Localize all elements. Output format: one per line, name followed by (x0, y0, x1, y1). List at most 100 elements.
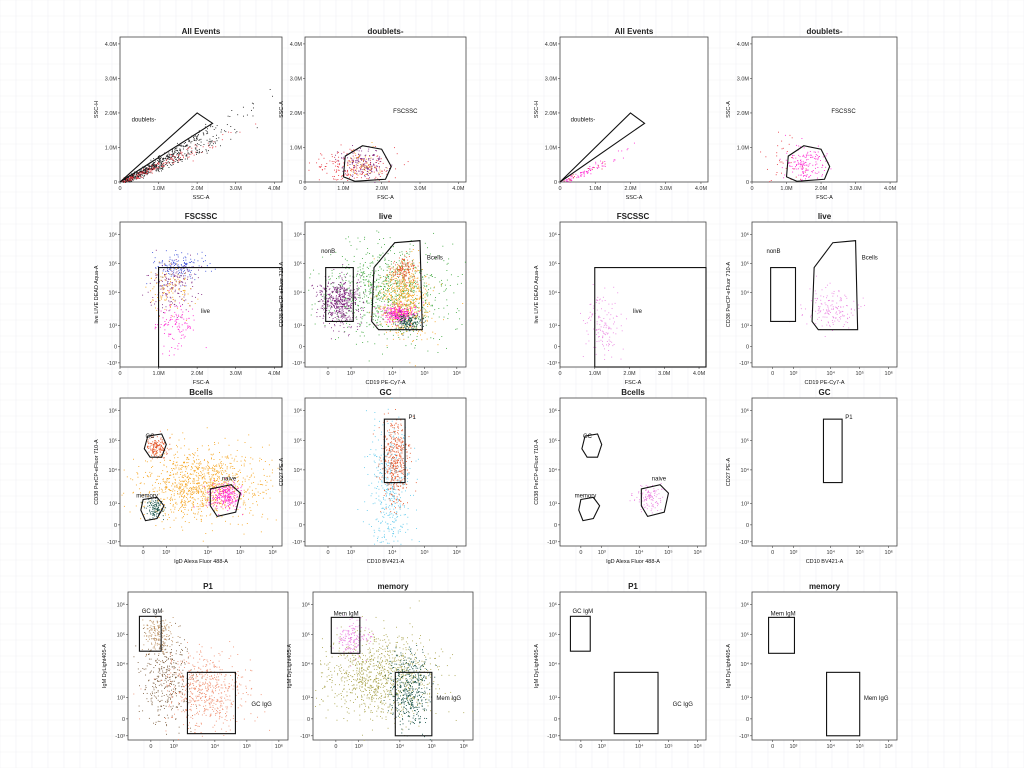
event-dot (318, 273, 320, 275)
event-dot (405, 328, 407, 330)
event-dot (330, 295, 332, 296)
event-dot (405, 321, 407, 322)
event-dot (400, 304, 401, 306)
event-dot (363, 165, 365, 167)
event-dot (370, 283, 372, 285)
event-dot (387, 274, 389, 276)
event-dot (198, 488, 200, 490)
event-dot (398, 313, 400, 315)
event-dot (244, 480, 246, 482)
gate-nonb[interactable] (325, 267, 354, 322)
event-dot (164, 312, 166, 314)
event-dot (395, 317, 396, 319)
event-dot (135, 484, 137, 486)
event-dot (418, 319, 420, 321)
event-dot (356, 172, 358, 174)
event-dot (204, 487, 206, 489)
event-dot (398, 302, 400, 304)
event-dot (401, 310, 403, 312)
event-dot (156, 164, 158, 166)
event-dot (153, 262, 155, 264)
event-dot (373, 164, 375, 166)
event-dot (420, 334, 421, 336)
event-dot (391, 319, 393, 321)
event-dot (150, 172, 152, 174)
event-dot (340, 288, 342, 290)
event-dot (181, 284, 183, 286)
gate-bcells[interactable] (371, 240, 423, 331)
event-dot (356, 248, 358, 250)
event-dot (355, 291, 357, 293)
event-dot (143, 494, 145, 496)
event-dot (407, 309, 409, 311)
event-dot (146, 171, 148, 173)
gate-doublets-[interactable] (119, 112, 214, 183)
event-dot (151, 165, 153, 167)
event-dot (414, 285, 416, 287)
event-dot (442, 245, 444, 247)
event-dot (400, 300, 402, 302)
event-dot (207, 128, 208, 130)
event-dot (190, 492, 192, 494)
event-dot (392, 315, 394, 317)
event-dot (179, 275, 181, 277)
event-dot (183, 337, 185, 339)
event-dot (335, 302, 337, 304)
gate-live[interactable] (158, 267, 283, 368)
event-dot (398, 306, 400, 307)
event-dot (177, 256, 179, 258)
event-dot (404, 260, 405, 262)
event-dot (187, 276, 189, 278)
event-dot (386, 347, 388, 349)
event-dot (376, 230, 378, 232)
event-dot (434, 299, 436, 301)
event-dot (378, 174, 380, 176)
event-dot (351, 310, 353, 312)
event-dot (392, 287, 394, 289)
event-dot (205, 499, 207, 501)
event-dot (316, 316, 318, 318)
event-dot (419, 324, 421, 326)
event-dot (154, 168, 156, 170)
event-dot (210, 124, 212, 126)
event-dot (333, 282, 335, 284)
event-dot (185, 480, 187, 482)
event-dot (411, 284, 413, 286)
event-dot (375, 168, 377, 170)
event-dot (409, 283, 411, 285)
event-dot (144, 169, 146, 171)
event-dot (185, 155, 187, 157)
event-dot (386, 263, 388, 265)
event-dot (337, 163, 339, 165)
event-dot (196, 143, 198, 145)
event-dot (329, 311, 331, 313)
gate-fscssc[interactable] (342, 145, 392, 182)
gate-label: Bcells (427, 255, 443, 261)
event-dot (370, 157, 372, 159)
event-dot (169, 156, 171, 158)
event-dot (179, 148, 181, 150)
event-dot (408, 289, 410, 291)
event-dot (311, 304, 313, 306)
event-dot (413, 274, 415, 276)
event-dot (133, 176, 135, 178)
event-dot (228, 474, 230, 475)
event-dot (391, 274, 393, 276)
event-dot (373, 154, 375, 156)
event-dot (383, 294, 384, 295)
event-dot (235, 473, 237, 475)
event-dot (157, 166, 159, 168)
event-dot (345, 315, 347, 316)
event-dot (357, 329, 359, 330)
event-dot (388, 301, 390, 303)
event-dot (338, 306, 340, 308)
event-dot (395, 286, 397, 287)
event-dot (212, 466, 213, 468)
event-dot (343, 331, 345, 333)
event-dot (230, 132, 232, 133)
event-dot (380, 296, 382, 298)
event-dot (211, 141, 213, 143)
event-dot (398, 315, 400, 317)
event-dot (350, 170, 352, 172)
event-dot (370, 288, 372, 290)
